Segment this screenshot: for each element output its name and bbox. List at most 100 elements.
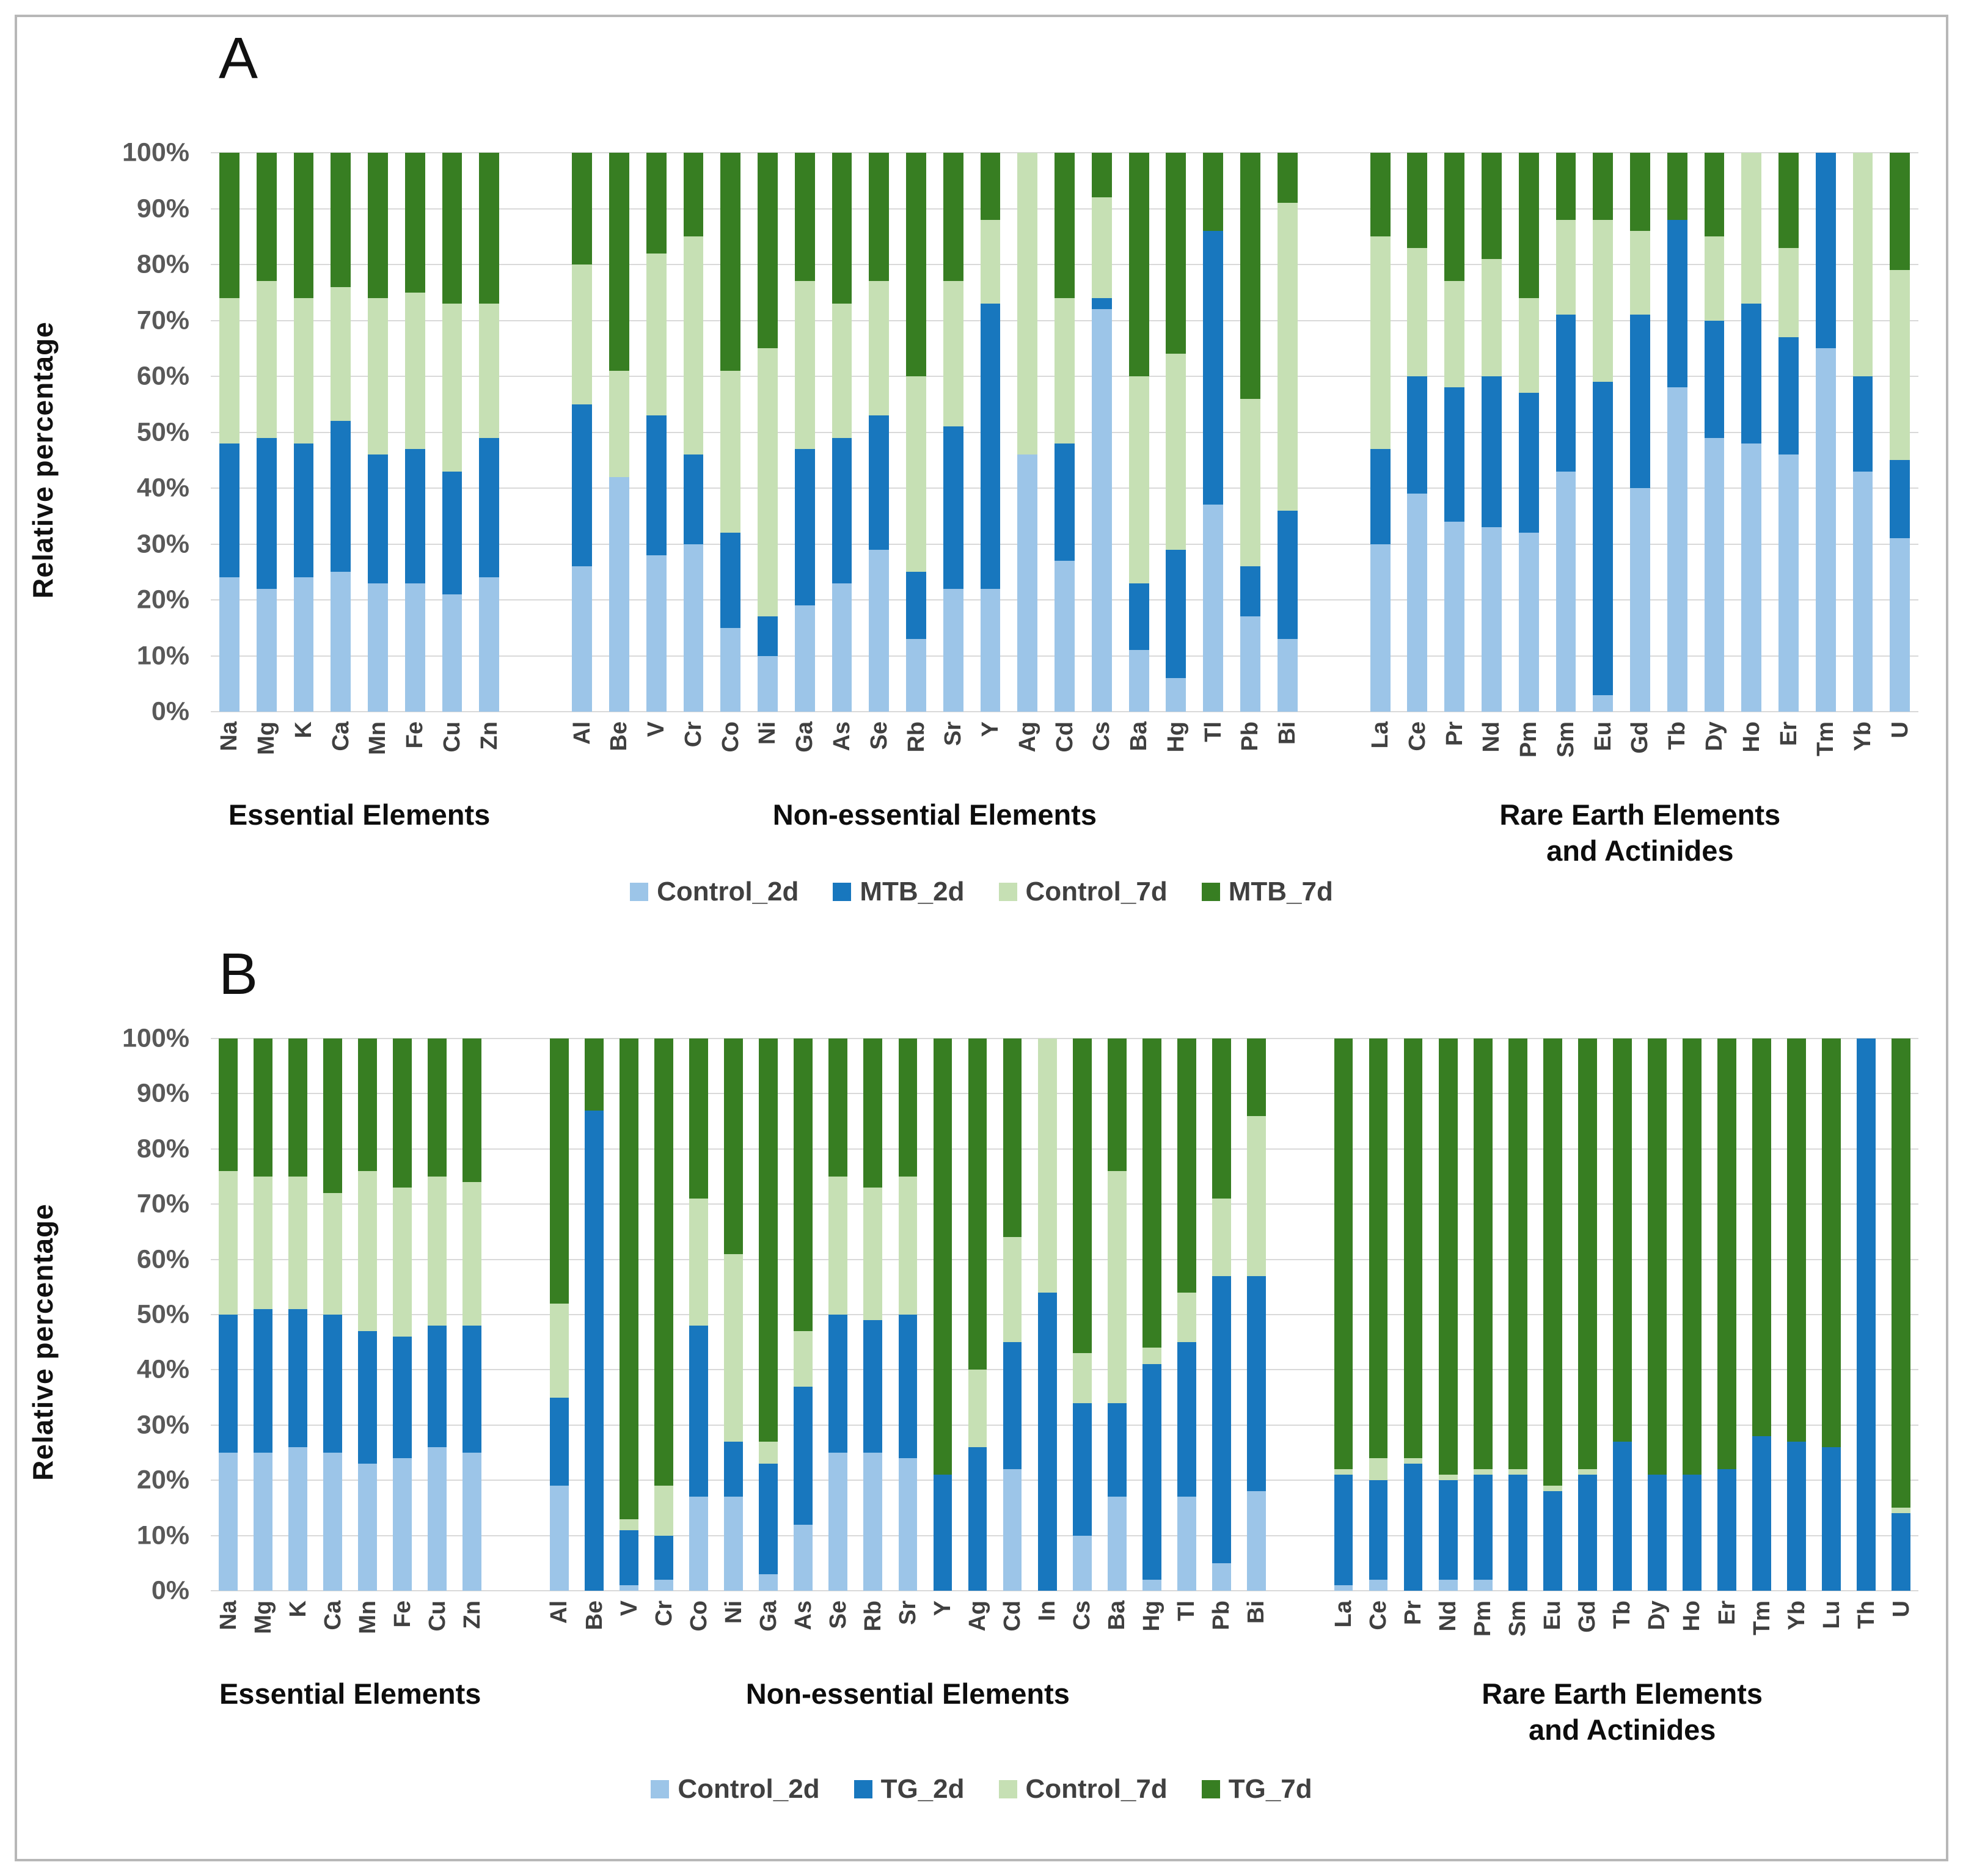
y-tick-label: 70% (136, 1189, 189, 1219)
stacked-bar-La (1334, 1038, 1353, 1591)
bar-slot-Th: Th (1849, 1038, 1884, 1629)
bar-segment-Control_2d (331, 572, 351, 712)
x-axis-label-wrap: V (616, 1591, 642, 1616)
group-caption-line: Rare Earth Elements (1482, 1677, 1763, 1710)
stacked-bar-Tm (1752, 1038, 1771, 1591)
bar-segment-TG_7d (1177, 1038, 1196, 1293)
x-axis-label: Hg (1163, 721, 1189, 753)
x-axis-label-wrap: Tb (1664, 712, 1690, 750)
group-caption: Non-essential Elements (542, 1676, 1274, 1748)
legend-label: Control_7d (1025, 877, 1168, 907)
stacked-bar-Be (609, 153, 629, 712)
group-caption: Rare Earth Elements and Actinides (1326, 1676, 1918, 1748)
bar-slot-Pb: Pb (1232, 153, 1269, 751)
x-axis-label: Yb (1783, 1600, 1810, 1630)
x-axis-label-wrap: La (1331, 1591, 1356, 1627)
bar-segment-Control_7d (393, 1188, 412, 1337)
x-axis-label: Rb (903, 721, 929, 753)
x-axis-label-wrap: Ho (1679, 1591, 1705, 1632)
stacked-bar-Mg (256, 153, 277, 712)
bar-segment-TG_7d (898, 1038, 918, 1177)
legend-label: Control_2d (678, 1774, 820, 1804)
x-axis-label-wrap: Sm (1505, 1591, 1530, 1637)
bar-segment-Control_2d (572, 566, 593, 712)
bar-segment-Control_2d (794, 605, 815, 712)
x-axis-label: V (616, 1600, 642, 1616)
bar-segment-TG_2d (219, 1315, 238, 1453)
bar-segment-MTB_2d (1518, 393, 1539, 533)
group-caption-line: Non-essential Elements (772, 798, 1097, 831)
bar-slot-Ag: Ag (960, 1038, 995, 1632)
bar-segment-TG_7d (462, 1038, 482, 1183)
bar-segment-TG_7d (1334, 1038, 1353, 1470)
bar-segment-MTB_2d (256, 437, 277, 589)
stacked-bar-Sm (1508, 1038, 1527, 1591)
bar-segment-TG_2d (462, 1326, 482, 1453)
stacked-bar-Mn (368, 153, 388, 712)
x-axis-label: Mg (250, 1600, 276, 1634)
stacked-bar-Cs (1072, 1038, 1092, 1591)
x-axis-label-wrap: Cd (1052, 712, 1078, 753)
x-axis-label-wrap: Lu (1819, 1591, 1844, 1629)
bar-slot-Gd: Gd (1621, 153, 1659, 754)
bar-segment-Control_2d (479, 577, 500, 712)
bar-segment-MTB_7d (1555, 153, 1576, 220)
bar-segment-MTB_7d (646, 153, 667, 254)
gridline (211, 1314, 1918, 1315)
bar-segment-MTB_7d (1407, 153, 1428, 248)
bar-segment-Control_2d (1203, 505, 1224, 712)
x-axis-label: Se (825, 1600, 851, 1629)
x-axis-label-wrap: Hg (1163, 712, 1189, 753)
x-axis-label: Co (685, 1600, 712, 1632)
stacked-bar-U (1890, 153, 1910, 712)
x-axis-label-wrap: Ni (721, 1591, 747, 1624)
bar-slot-Ho: Ho (1733, 153, 1770, 753)
bar-slot-Fe: Fe (397, 153, 434, 748)
x-axis-label: Mg (254, 721, 280, 755)
x-axis-label: Na (216, 721, 243, 751)
x-axis-label-wrap: Pm (1516, 712, 1541, 757)
bar-segment-Control_7d (1246, 1115, 1266, 1276)
x-axis-label-wrap: Ga (792, 712, 817, 753)
bar-segment-Control_2d (1407, 494, 1428, 712)
bar-slot-Dy: Dy (1640, 1038, 1675, 1630)
bar-slot-Y: Y (972, 153, 1009, 737)
bar-segment-TG_7d (1246, 1038, 1266, 1116)
bar-segment-TG_7d (219, 1038, 238, 1171)
x-axis-label-wrap: Be (606, 712, 632, 751)
y-tick-label: 90% (136, 1078, 189, 1108)
x-axis-label: Al (569, 721, 595, 745)
group-captions: Essential Elements Non-essential Elements… (211, 797, 1918, 869)
bar-segment-Control_7d (1852, 153, 1873, 377)
bar-segment-MTB_7d (869, 153, 890, 282)
bar-segment-Control_2d (1277, 639, 1298, 712)
bar-segment-Control_2d (1481, 527, 1502, 712)
bar-segment-Control_7d (1438, 1475, 1458, 1481)
stacked-bar-K (288, 1038, 307, 1591)
bar-segment-Control_7d (968, 1370, 987, 1447)
x-axis-label-wrap: Er (1714, 1591, 1740, 1625)
bar-segment-Control_2d (1003, 1469, 1022, 1591)
stacked-bar-Be (585, 1038, 604, 1591)
y-tick-label: 90% (136, 194, 189, 223)
x-axis-label-wrap: Rb (860, 1591, 886, 1632)
x-axis-label: U (1887, 721, 1913, 739)
bar-segment-Control_7d (1128, 376, 1149, 583)
stacked-bar-Eu (1543, 1038, 1562, 1591)
bar-segment-MTB_7d (720, 153, 741, 371)
legend-item-Control_7d: Control_7d (998, 877, 1168, 907)
bar-segment-Control_2d (428, 1447, 447, 1591)
stacked-bar-Pr (1403, 1038, 1423, 1591)
stacked-bar-Ga (759, 1038, 778, 1591)
x-axis-label-wrap: Gd (1627, 712, 1653, 754)
bar-segment-Control_7d (331, 287, 351, 422)
stacked-bar-Lu (1822, 1038, 1841, 1591)
bar-slot-In: In (1030, 1038, 1065, 1621)
stacked-bar-Mg (254, 1038, 272, 1591)
bar-segment-Control_7d (1892, 1508, 1911, 1514)
bar-segment-TG_7d (794, 1038, 813, 1332)
bar-segment-Control_2d (1369, 1579, 1388, 1591)
bar-segment-Control_7d (1369, 1458, 1388, 1481)
x-axis-label-wrap: U (1888, 1591, 1914, 1617)
